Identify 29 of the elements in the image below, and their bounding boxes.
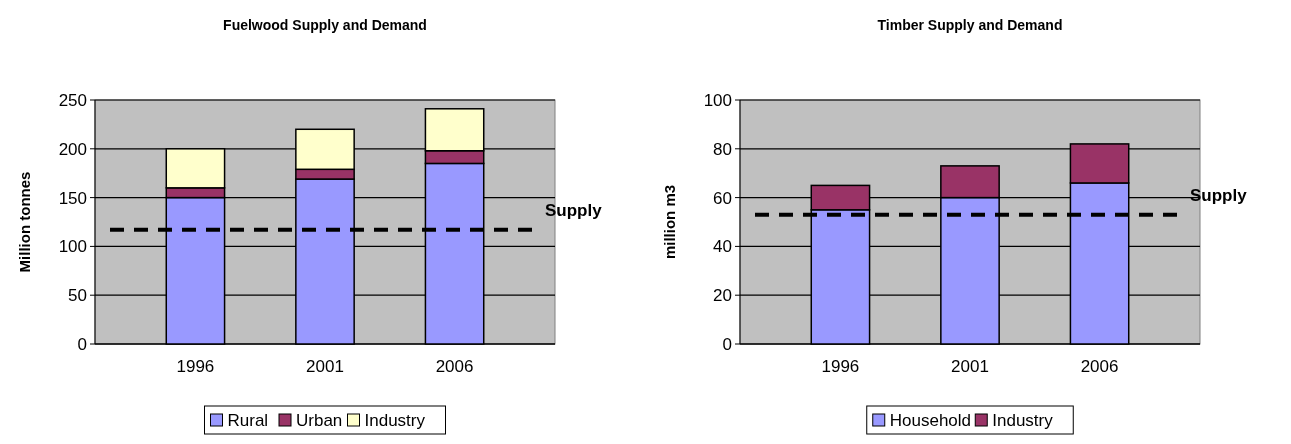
legend-label: Urban bbox=[296, 411, 343, 430]
ref-line-label: Supply bbox=[545, 200, 603, 220]
y-tick-label: 250 bbox=[58, 90, 87, 110]
x-tick-label: 1996 bbox=[821, 357, 860, 376]
y-tick-label: 60 bbox=[713, 188, 732, 208]
legend-label: Industry bbox=[992, 411, 1054, 430]
legend-label: Rural bbox=[227, 411, 269, 430]
x-tick-label: 2001 bbox=[951, 357, 989, 376]
x-tick-label: 1996 bbox=[176, 357, 215, 376]
x-tick-label: 2006 bbox=[1080, 357, 1119, 376]
y-axis-title: million m3 bbox=[661, 184, 678, 260]
chart-title: Fuelwood Supply and Demand bbox=[223, 17, 427, 33]
y-tick-label: 200 bbox=[58, 139, 87, 159]
legend-label: Industry bbox=[364, 411, 426, 430]
y-tick-label: 0 bbox=[77, 334, 87, 354]
x-tick-label: 2001 bbox=[306, 357, 344, 376]
y-axis-title: Million tonnes bbox=[16, 171, 33, 273]
x-tick-label: 2006 bbox=[435, 357, 474, 376]
y-tick-label: 100 bbox=[58, 237, 87, 257]
y-tick-label: 150 bbox=[58, 188, 87, 208]
legend-label: Household bbox=[889, 411, 972, 430]
y-tick-label: 100 bbox=[703, 90, 732, 110]
ref-line-label: Supply bbox=[1190, 185, 1248, 205]
y-tick-label: 0 bbox=[722, 334, 732, 354]
y-tick-label: 50 bbox=[68, 286, 87, 306]
y-tick-label: 80 bbox=[713, 139, 732, 159]
chart-title: Timber Supply and Demand bbox=[877, 17, 1063, 33]
y-tick-label: 20 bbox=[713, 286, 732, 306]
y-tick-label: 40 bbox=[713, 237, 732, 257]
